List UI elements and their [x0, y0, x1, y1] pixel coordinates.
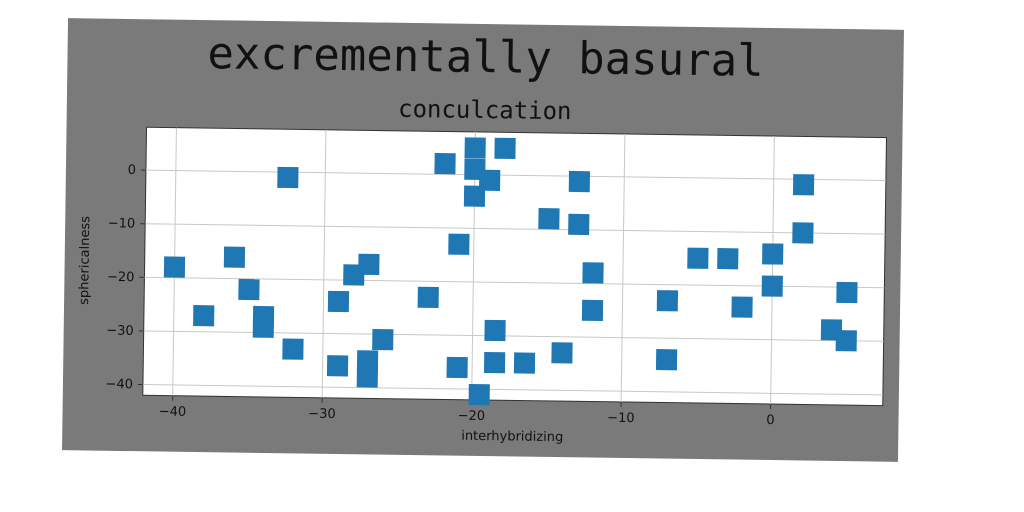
data-point: [761, 275, 783, 297]
y-grid-line: [145, 223, 886, 235]
data-point: [434, 152, 456, 175]
data-point: [163, 256, 186, 278]
data-point: [238, 278, 260, 301]
data-point: [479, 169, 501, 191]
x-tick-label: −40: [159, 404, 187, 419]
data-point: [223, 246, 246, 268]
x-tick-label: 0: [766, 413, 774, 428]
grid-lines: [137, 127, 886, 410]
x-tick-labels: −40 −30 −20 −10 0: [159, 404, 775, 428]
y-tick-label: −30: [106, 323, 134, 338]
data-point: [655, 349, 678, 371]
data-point: [568, 213, 590, 236]
data-points: [163, 137, 858, 406]
data-point: [358, 253, 380, 276]
data-point: [538, 208, 560, 230]
data-point: [687, 247, 709, 269]
x-tick-label: −10: [607, 411, 635, 426]
data-point: [792, 174, 815, 196]
data-point: [372, 329, 394, 351]
x-grid-line: [620, 133, 626, 402]
data-point: [656, 290, 679, 312]
data-point: [356, 366, 378, 388]
scatter-chart: −40 −30 −20 −10 0 0 −10 −20 −30 −40 interhybridi…: [77, 126, 887, 445]
data-point: [282, 338, 304, 360]
y-tick-labels: 0 −10 −20 −30 −40: [105, 163, 136, 392]
data-point: [582, 262, 604, 284]
data-point: [417, 286, 439, 309]
y-grid-line: [144, 276, 885, 289]
data-point: [327, 290, 350, 313]
data-point: [446, 356, 468, 379]
data-point: [717, 248, 739, 270]
data-point: [356, 350, 379, 372]
data-point: [448, 233, 470, 255]
figure-card: excrementally basural conculcation −40 −3…: [62, 18, 904, 462]
plot-area: [142, 126, 887, 407]
y-grid-line: [145, 169, 886, 181]
x-tick-label: −20: [458, 409, 486, 424]
y-tick-label: −40: [105, 377, 133, 392]
data-point: [513, 352, 536, 374]
data-point: [835, 330, 857, 352]
x-grid-line: [770, 136, 775, 405]
y-tick-label: 0: [128, 163, 136, 178]
y-grid-line: [142, 384, 883, 396]
x-grid-line: [321, 129, 327, 398]
y-tick-label: −10: [108, 216, 136, 231]
x-tick-label: −30: [308, 407, 336, 422]
data-point: [252, 316, 275, 338]
data-point: [326, 355, 349, 377]
y-axis-label: sphericalness: [77, 216, 93, 305]
y-tick-label: −20: [107, 270, 135, 285]
x-axis-label: interhybridizing: [461, 429, 563, 445]
data-point: [581, 299, 604, 322]
data-point: [483, 352, 506, 374]
data-point: [494, 137, 516, 160]
data-point: [792, 222, 814, 244]
data-point: [468, 383, 490, 406]
data-point: [277, 166, 299, 189]
data-point: [731, 296, 753, 318]
data-point: [836, 281, 858, 304]
data-point: [551, 342, 573, 364]
data-point: [484, 319, 506, 342]
data-point: [193, 305, 215, 327]
data-point: [463, 185, 486, 207]
data-point: [464, 137, 486, 159]
data-point: [762, 243, 784, 265]
data-point: [568, 170, 591, 193]
